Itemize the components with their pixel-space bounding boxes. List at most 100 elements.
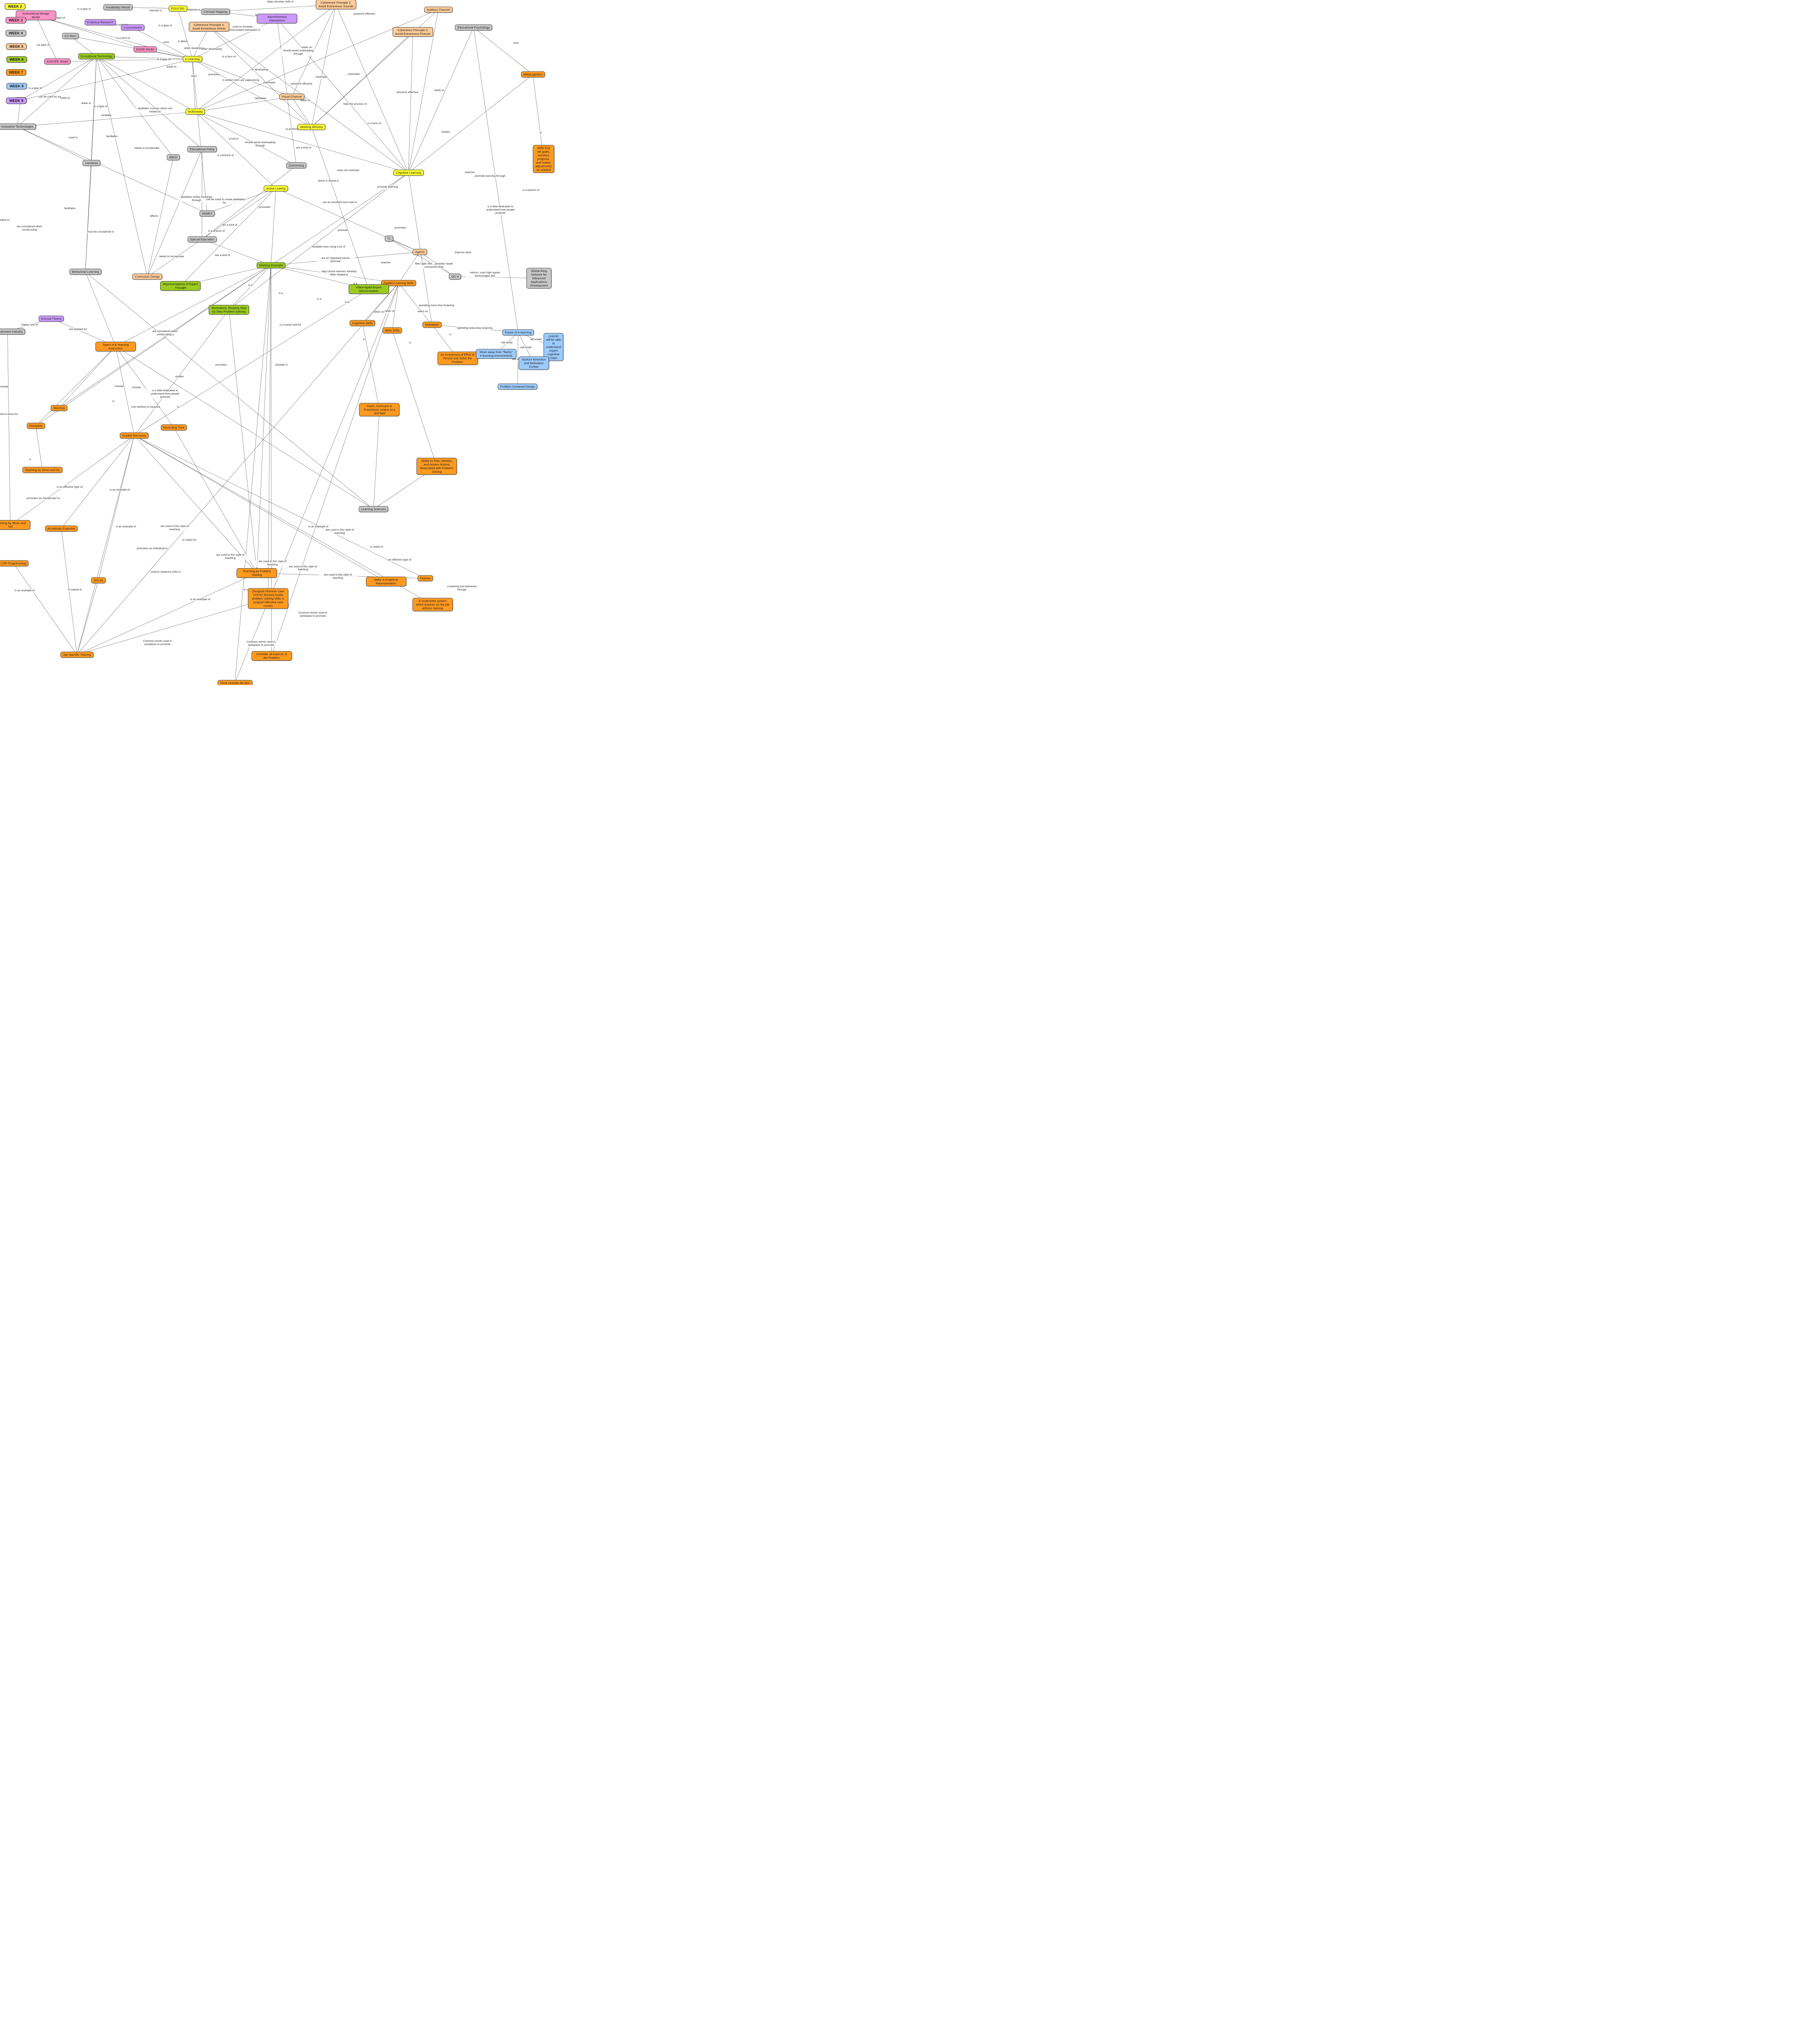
edge-label: is a form of	[116, 37, 130, 40]
node-t1[interactable]: T1	[385, 235, 393, 242]
node-cogl[interactable]: Cognitive Learning	[393, 169, 424, 176]
node-lisp[interactable]: LISP Programming	[0, 560, 29, 567]
node-behav[interactable]: Behaviroal Learning	[69, 269, 101, 275]
node-wm[interactable]: Working Memory	[298, 124, 326, 130]
node-agents[interactable]: Agents	[412, 249, 427, 255]
node-types[interactable]: Types of E-learning Instruction	[95, 341, 136, 351]
node-airforce[interactable]: A multimedia system which teaches on the…	[412, 598, 453, 611]
node-pcd[interactable]: Problem Centered Design	[497, 383, 538, 390]
node-facts[interactable]: Facts, Concepts & Procedures unique to a…	[359, 403, 400, 417]
edge-label: is useful in	[370, 546, 383, 549]
node-ability[interactable]: Ability to Plan, Monitor, and Assess Act…	[416, 458, 457, 475]
node-curr[interactable]: Curriculum Design	[132, 273, 163, 280]
node-directive[interactable]: Directive	[51, 405, 68, 411]
node-consider[interactable]: Consider all Aspects of the Problem	[251, 651, 292, 661]
node-meta[interactable]: Metacognition	[521, 71, 545, 78]
node-zoom[interactable]: Zoomerang	[286, 162, 307, 169]
node-mgr[interactable]: Make a Graphical Representation	[366, 577, 406, 587]
edge-line-cogl-audch	[408, 9, 439, 173]
edge-line-cp1-wm	[311, 4, 336, 127]
node-cp3[interactable]: Coherence Principle 3: Avoid Extraneous …	[188, 22, 229, 32]
legend-item-week-6[interactable]: WEEK 6	[6, 56, 27, 63]
edge-line-think-pss	[235, 283, 399, 683]
node-lsci[interactable]: Learning Sciences	[358, 506, 389, 512]
node-jst[interactable]: Job Specific Training	[60, 651, 93, 658]
edge-label: can be used as an	[38, 95, 61, 99]
node-activel[interactable]: Active Learing	[264, 185, 288, 192]
node-cp1[interactable]: Coherence Principle 1: Avoid Extraneous …	[315, 0, 356, 10]
node-think[interactable]: Think Outside the Box	[217, 680, 252, 685]
node-emp[interactable]: Empirical Research	[85, 19, 116, 25]
node-arous[interactable]: Arousal Theory	[38, 315, 64, 322]
node-oc3[interactable]: OC-3	[449, 273, 461, 280]
node-sicun[interactable]: SICUN	[91, 577, 106, 584]
node-cmap[interactable]: Concept Mapping	[201, 8, 230, 15]
node-edtech[interactable]: Ecucational Technology	[78, 53, 115, 59]
node-grn[interactable]: Global Ring Network for Advanced Applica…	[526, 268, 552, 289]
legend-item-week-9[interactable]: WEEK 9	[6, 97, 27, 104]
edge-line-think-wex	[235, 265, 272, 683]
node-vted[interactable]: Video-taped Expert Demonstration	[348, 284, 389, 294]
node-addie[interactable]: ADDIE Model	[133, 46, 157, 53]
legend-item-week-2[interactable]: WEEK 2	[4, 3, 25, 10]
legend-item-week-5[interactable]: WEEK 5	[6, 43, 27, 50]
node-rectime[interactable]: Recording Time	[161, 424, 187, 431]
node-abcd[interactable]: ABCD	[167, 154, 180, 161]
edge-label: are an important tool to promote	[316, 257, 355, 263]
node-multi[interactable]: Multimedia	[185, 108, 205, 115]
edge-label: is	[112, 400, 114, 403]
node-issbs[interactable]: Illustrations Showing Step by Step Probl…	[209, 305, 249, 315]
edge-line-elearn-vis	[192, 59, 292, 97]
node-tbst[interactable]: Teaching by Show and Tell	[0, 520, 31, 530]
edge-label: overloads	[315, 76, 328, 79]
node-sicu[interactable]: (Surgical Intensive Care Unit for Nurses…	[248, 588, 289, 609]
node-cp2[interactable]: Coherence Principle 2: Avoid Extraneous …	[393, 27, 433, 37]
node-camt[interactable]: Camtasia	[82, 160, 101, 166]
node-educ391[interactable]: EDUC391	[168, 5, 187, 12]
edge-line-assure-elearn	[57, 58, 193, 62]
edge-label: relies on	[417, 310, 428, 313]
edge-label: studies	[441, 130, 450, 134]
node-ecw[interactable]: e-courseware	[121, 24, 144, 31]
edge-line-lisp-jst	[13, 563, 77, 655]
node-future[interactable]: Future of e-learning	[502, 329, 534, 336]
legend-item-week-4[interactable]: WEEK 4	[5, 30, 26, 36]
legend-item-week-8[interactable]: WEEK 8	[6, 82, 27, 89]
node-accel[interactable]: Accelerate Expertise	[45, 525, 78, 532]
node-entind[interactable]: Entertainment Industry	[0, 328, 25, 335]
legend-item-week-3[interactable]: WEEK 3	[5, 17, 26, 24]
node-edpsy[interactable]: Educational Psychology	[455, 24, 493, 31]
node-vis[interactable]: Visual Channel	[279, 93, 304, 100]
node-recept[interactable]: Receptive	[26, 423, 45, 429]
node-nurture[interactable]: Nurture Retention and Motivation Further	[518, 356, 549, 370]
node-invest[interactable]: An Investment of Effort to Persist and S…	[437, 351, 478, 365]
node-async[interactable]: Asynchronous Interactions	[257, 14, 298, 24]
edge-line-cogs-facts	[362, 323, 380, 410]
node-tbsd[interactable]: Teaching by Show and Do	[22, 467, 63, 473]
node-elearn[interactable]: e-Learning	[182, 56, 202, 62]
node-edpol[interactable]: Educational Policy	[187, 146, 217, 152]
node-vocab[interactable]: Vocabulary Words	[103, 4, 133, 11]
node-fluency[interactable]: Fluency	[418, 575, 433, 582]
node-tbps[interactable]: Teaching by Problem Solving	[237, 568, 277, 578]
edge-label: studies	[175, 375, 184, 379]
node-cdrom[interactable]: CD Rom	[62, 33, 79, 39]
node-flashy[interactable]: Move away from "flashy" e-learning envir…	[476, 349, 517, 359]
edge-label: is an example of	[14, 589, 35, 592]
node-cogs[interactable]: Cognitive Skills	[349, 320, 375, 326]
node-innov[interactable]: Innovative Technologies	[0, 123, 36, 130]
edge-line-mgr-guided	[134, 435, 386, 582]
node-audch[interactable]: Auditory Channel	[424, 6, 452, 13]
edge-line-multi-activel	[195, 112, 276, 189]
legend-item-week-7[interactable]: WEEK 7	[6, 69, 26, 76]
node-guided[interactable]: Guided Discovery	[120, 432, 149, 439]
node-sped[interactable]: Special Education	[187, 236, 217, 243]
node-motiv[interactable]: Motivation	[423, 321, 442, 328]
node-webex[interactable]: WebEX	[199, 210, 215, 216]
node-wex[interactable]: Working Example	[256, 262, 285, 269]
node-metas[interactable]: Meta Skills	[382, 327, 402, 334]
node-roet[interactable]: Representations of Expert Thought	[160, 281, 201, 291]
node-assure[interactable]: ASSURE Model	[44, 58, 71, 65]
edge-label: are needed for	[69, 328, 87, 332]
node-skills[interactable]: Skills that set goals, monitors progress…	[533, 145, 554, 173]
